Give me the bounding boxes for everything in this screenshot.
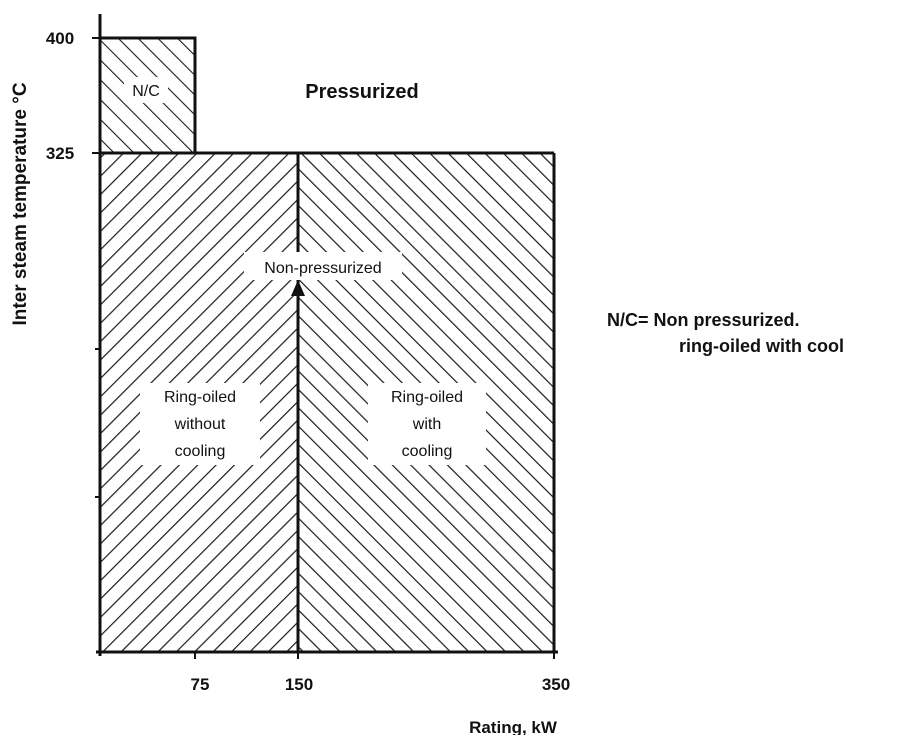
pressurized-label: Pressurized bbox=[305, 81, 418, 103]
nc-label-bg bbox=[124, 77, 168, 103]
nc-label: N/C bbox=[132, 83, 160, 100]
x-tick-label: 75 bbox=[191, 675, 210, 694]
without-cooling-line: without bbox=[174, 416, 226, 433]
nc-boundary bbox=[100, 36, 197, 153]
x-tick-label: 350 bbox=[542, 675, 570, 694]
with-cooling-line: Ring-oiled bbox=[391, 389, 463, 406]
without-cooling-label-bg bbox=[140, 383, 260, 465]
y-tick-label: 400 bbox=[46, 29, 74, 48]
legend-note-line2: ring-oiled with cool bbox=[679, 336, 844, 356]
with-cooling-line: with bbox=[412, 416, 441, 433]
with-cooling-label-bg bbox=[368, 383, 486, 465]
non-pressurized-label-bg bbox=[244, 252, 402, 280]
non-pressurized-label: Non-pressurized bbox=[264, 260, 381, 277]
y-axis-title: Inter steam temperature °C bbox=[10, 82, 31, 325]
y-tick-label: 325 bbox=[46, 144, 74, 163]
x-axis-title: Rating, kW bbox=[469, 718, 558, 735]
without-cooling-line: Ring-oiled bbox=[164, 389, 236, 406]
x-tick-label: 150 bbox=[285, 675, 313, 694]
legend-note-line1: N/C= Non pressurized. bbox=[607, 310, 800, 330]
with-cooling-line: cooling bbox=[402, 443, 453, 460]
divider-arrow-head bbox=[291, 280, 305, 296]
without-cooling-line: cooling bbox=[175, 443, 226, 460]
